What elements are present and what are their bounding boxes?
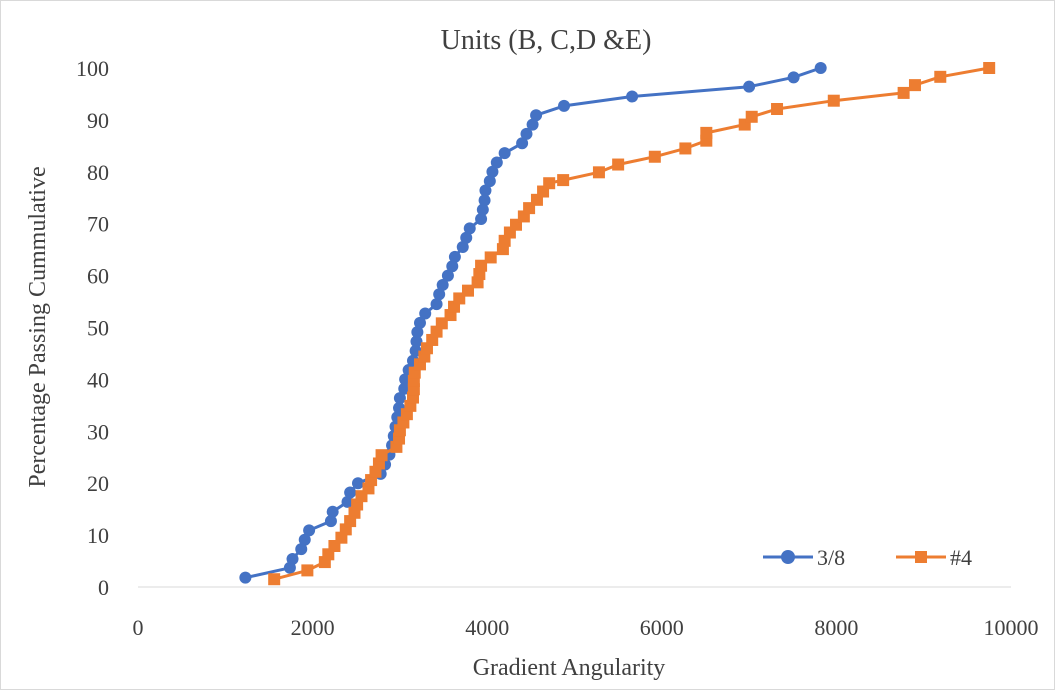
data-point: [592, 166, 605, 179]
data-point: [475, 259, 488, 272]
series-2: [268, 62, 996, 586]
legend-item: 3/8: [763, 545, 845, 570]
data-point: [475, 213, 488, 226]
data-point: [908, 79, 921, 92]
data-point: [411, 326, 424, 339]
data-point: [341, 495, 354, 508]
data-point: [771, 103, 784, 116]
data-point: [490, 156, 503, 169]
data-point: [827, 94, 840, 107]
x-tick-label: 4000: [465, 615, 509, 640]
data-point: [324, 515, 337, 528]
data-point: [461, 284, 474, 297]
y-tick-label: 10: [87, 523, 109, 548]
y-tick-label: 60: [87, 264, 109, 289]
data-point: [446, 260, 459, 273]
data-point: [419, 307, 432, 320]
data-point: [897, 86, 910, 99]
data-point: [348, 506, 361, 519]
data-point: [558, 99, 571, 112]
data-point: [476, 203, 489, 216]
data-point: [516, 137, 529, 150]
data-point: [557, 174, 570, 187]
data-point: [303, 524, 316, 537]
series-layer: [239, 62, 996, 586]
data-point: [743, 80, 756, 93]
data-point: [430, 298, 443, 311]
y-tick-label: 0: [98, 575, 109, 600]
y-tick-label: 100: [76, 56, 109, 81]
data-point: [934, 70, 947, 83]
data-point: [441, 269, 454, 282]
legend-marker: [915, 551, 927, 563]
x-tick-label: 8000: [814, 615, 858, 640]
y-tick-label: 40: [87, 367, 109, 392]
data-point: [413, 316, 426, 329]
y-tick-labels: 0 10 20 30 40 50 60 70 80 90 100: [76, 56, 109, 600]
data-point: [543, 177, 556, 190]
data-point: [679, 142, 692, 155]
y-axis-title: Percentage Passing Cummulative: [25, 166, 51, 487]
data-point: [295, 543, 308, 556]
y-tick-label: 80: [87, 160, 109, 185]
legend: 3/8 #4: [763, 545, 972, 570]
legend-label: 3/8: [817, 545, 845, 570]
data-point: [745, 110, 758, 123]
x-axis-title: Gradient Angularity: [473, 655, 666, 681]
data-point: [486, 165, 499, 178]
legend-item: #4: [896, 545, 972, 570]
data-point: [298, 533, 311, 546]
y-tick-label: 90: [87, 108, 109, 133]
data-point: [612, 158, 625, 171]
data-point: [460, 231, 473, 244]
data-point: [393, 392, 406, 405]
data-point: [344, 486, 357, 499]
data-point: [456, 241, 469, 254]
data-point: [626, 90, 639, 103]
data-point: [484, 251, 497, 264]
series-line: [273, 66, 990, 581]
data-point: [410, 335, 423, 348]
chart-title: Units (B, C,D &E): [441, 25, 652, 56]
series-line: [245, 66, 822, 580]
x-tick-label: 2000: [291, 615, 335, 640]
data-point: [814, 62, 827, 74]
x-tick-labels: 0 2000 4000 6000 8000 10000: [133, 615, 1039, 640]
data-point: [268, 573, 281, 586]
x-tick-label: 0: [133, 615, 144, 640]
data-point: [326, 505, 339, 518]
data-point: [648, 150, 661, 163]
data-point: [448, 250, 461, 263]
data-point: [436, 278, 449, 291]
data-point: [286, 552, 299, 565]
data-point: [483, 175, 496, 188]
series-1: [239, 62, 827, 584]
data-point: [530, 109, 543, 122]
data-point: [700, 126, 713, 139]
data-point: [526, 118, 539, 131]
data-point: [983, 62, 996, 74]
data-point: [787, 71, 800, 84]
data-point: [239, 571, 252, 584]
data-point: [301, 564, 314, 577]
y-tick-label: 50: [87, 316, 109, 341]
data-point: [351, 477, 364, 490]
legend-marker: [781, 550, 795, 564]
data-point: [478, 194, 491, 207]
data-point: [375, 449, 388, 462]
y-tick-label: 70: [87, 212, 109, 237]
y-tick-label: 20: [87, 471, 109, 496]
x-tick-label: 10000: [984, 615, 1039, 640]
legend-label: #4: [950, 545, 972, 570]
data-point: [433, 288, 446, 301]
data-point: [498, 147, 511, 160]
data-point: [520, 127, 533, 140]
data-point: [463, 222, 476, 235]
data-point: [479, 184, 492, 197]
x-tick-label: 6000: [640, 615, 684, 640]
y-tick-label: 30: [87, 419, 109, 444]
